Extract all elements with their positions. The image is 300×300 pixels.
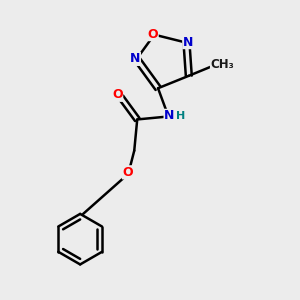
Text: H: H	[176, 111, 185, 122]
Text: O: O	[148, 28, 158, 40]
Text: N: N	[164, 110, 175, 122]
Text: N: N	[183, 36, 193, 49]
Text: O: O	[112, 88, 123, 101]
Text: O: O	[122, 166, 133, 179]
Text: CH₃: CH₃	[211, 58, 234, 71]
Text: N: N	[130, 52, 140, 65]
